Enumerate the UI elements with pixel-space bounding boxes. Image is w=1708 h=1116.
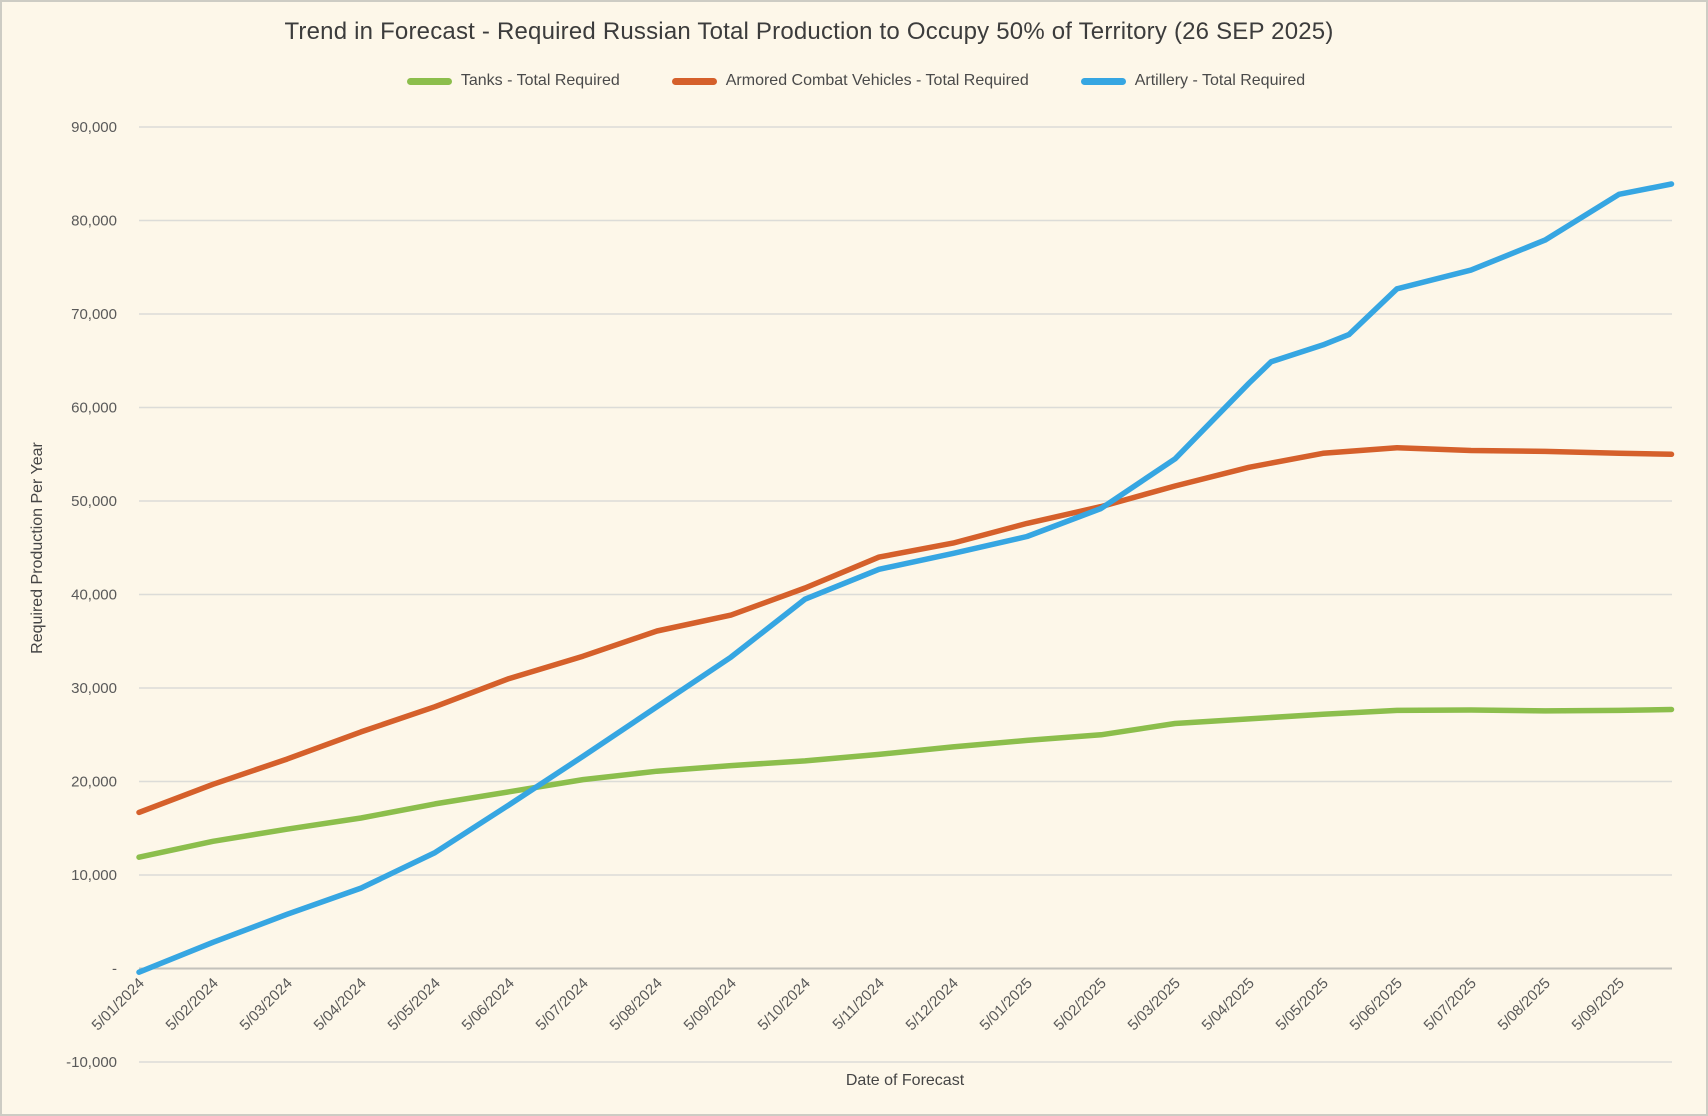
y-tick-label: 10,000	[71, 867, 117, 884]
x-tick-label: 5/06/2024	[459, 975, 518, 1034]
legend-swatch-tanks	[406, 77, 452, 85]
legend-label-artillery: Artillery - Total Required	[1134, 72, 1306, 89]
legend-item-tanks: Tanks - Total Required	[406, 72, 620, 90]
legend: Tanks - Total Required Armored Combat Ve…	[2, 72, 1706, 90]
y-tick-label: 70,000	[71, 306, 117, 323]
series-line-tanks	[136, 706, 1675, 860]
legend-label-acv: Armored Combat Vehicles - Total Required	[725, 72, 1029, 89]
x-tick-label: 5/04/2024	[311, 975, 370, 1034]
x-tick-label: 5/04/2025	[1199, 975, 1258, 1034]
y-tick-label: 90,000	[71, 119, 117, 136]
legend-swatch-artillery	[1080, 77, 1126, 85]
y-tick-label: 40,000	[71, 587, 117, 604]
y-tick-label: 30,000	[71, 680, 117, 697]
y-tick-label: -	[112, 961, 117, 978]
x-tick-label: 5/01/2025	[977, 975, 1036, 1034]
series-line-acv	[136, 444, 1675, 816]
x-tick-label: 5/01/2024	[89, 975, 148, 1034]
x-tick-label: 5/08/2024	[607, 975, 666, 1034]
x-tick-label: 5/02/2024	[163, 975, 222, 1034]
y-tick-label: 80,000	[71, 213, 117, 230]
x-tick-label: 5/03/2025	[1125, 975, 1184, 1034]
chart-title: Trend in Forecast - Required Russian Tot…	[284, 18, 1334, 45]
y-tick-label: 20,000	[71, 774, 117, 791]
x-axis-labels: 5/01/2024 5/02/2024 5/03/2024 5/04/2024 5/05…	[89, 975, 1628, 1034]
x-tick-label: 5/08/2025	[1495, 975, 1554, 1034]
x-axis-title: Date of Forecast	[846, 1072, 965, 1089]
x-tick-label: 5/12/2024	[903, 975, 962, 1034]
x-tick-label: 5/05/2025	[1273, 975, 1332, 1034]
x-tick-label: 5/07/2024	[533, 975, 592, 1034]
gridlines	[139, 126, 1672, 1063]
x-tick-label: 5/07/2025	[1421, 975, 1480, 1034]
y-tick-label: 50,000	[71, 493, 117, 510]
legend-item-artillery: Artillery - Total Required	[1080, 72, 1306, 90]
legend-swatch-acv	[671, 77, 717, 85]
x-tick-label: 5/09/2024	[681, 975, 740, 1034]
y-axis-labels: -10,000-10,00020,00030,00040,00050,00060…	[66, 119, 117, 1071]
x-tick-label: 5/11/2024	[829, 975, 887, 1033]
legend-label-tanks: Tanks - Total Required	[460, 72, 620, 89]
y-tick-label: 60,000	[71, 400, 117, 417]
x-tick-label: 5/10/2024	[755, 975, 814, 1034]
x-tick-label: 5/09/2025	[1569, 975, 1628, 1034]
y-axis-title: Required Production Per Year	[29, 441, 46, 653]
x-tick-label: 5/05/2024	[385, 975, 444, 1034]
x-tick-label: 5/06/2025	[1347, 975, 1406, 1034]
x-tick-label: 5/02/2025	[1051, 975, 1110, 1034]
legend-item-acv: Armored Combat Vehicles - Total Required	[671, 72, 1029, 90]
series-lines	[136, 181, 1675, 975]
y-tick-label: -10,000	[66, 1054, 117, 1071]
series-line-artillery	[136, 181, 1675, 975]
x-tick-label: 5/03/2024	[237, 975, 296, 1034]
